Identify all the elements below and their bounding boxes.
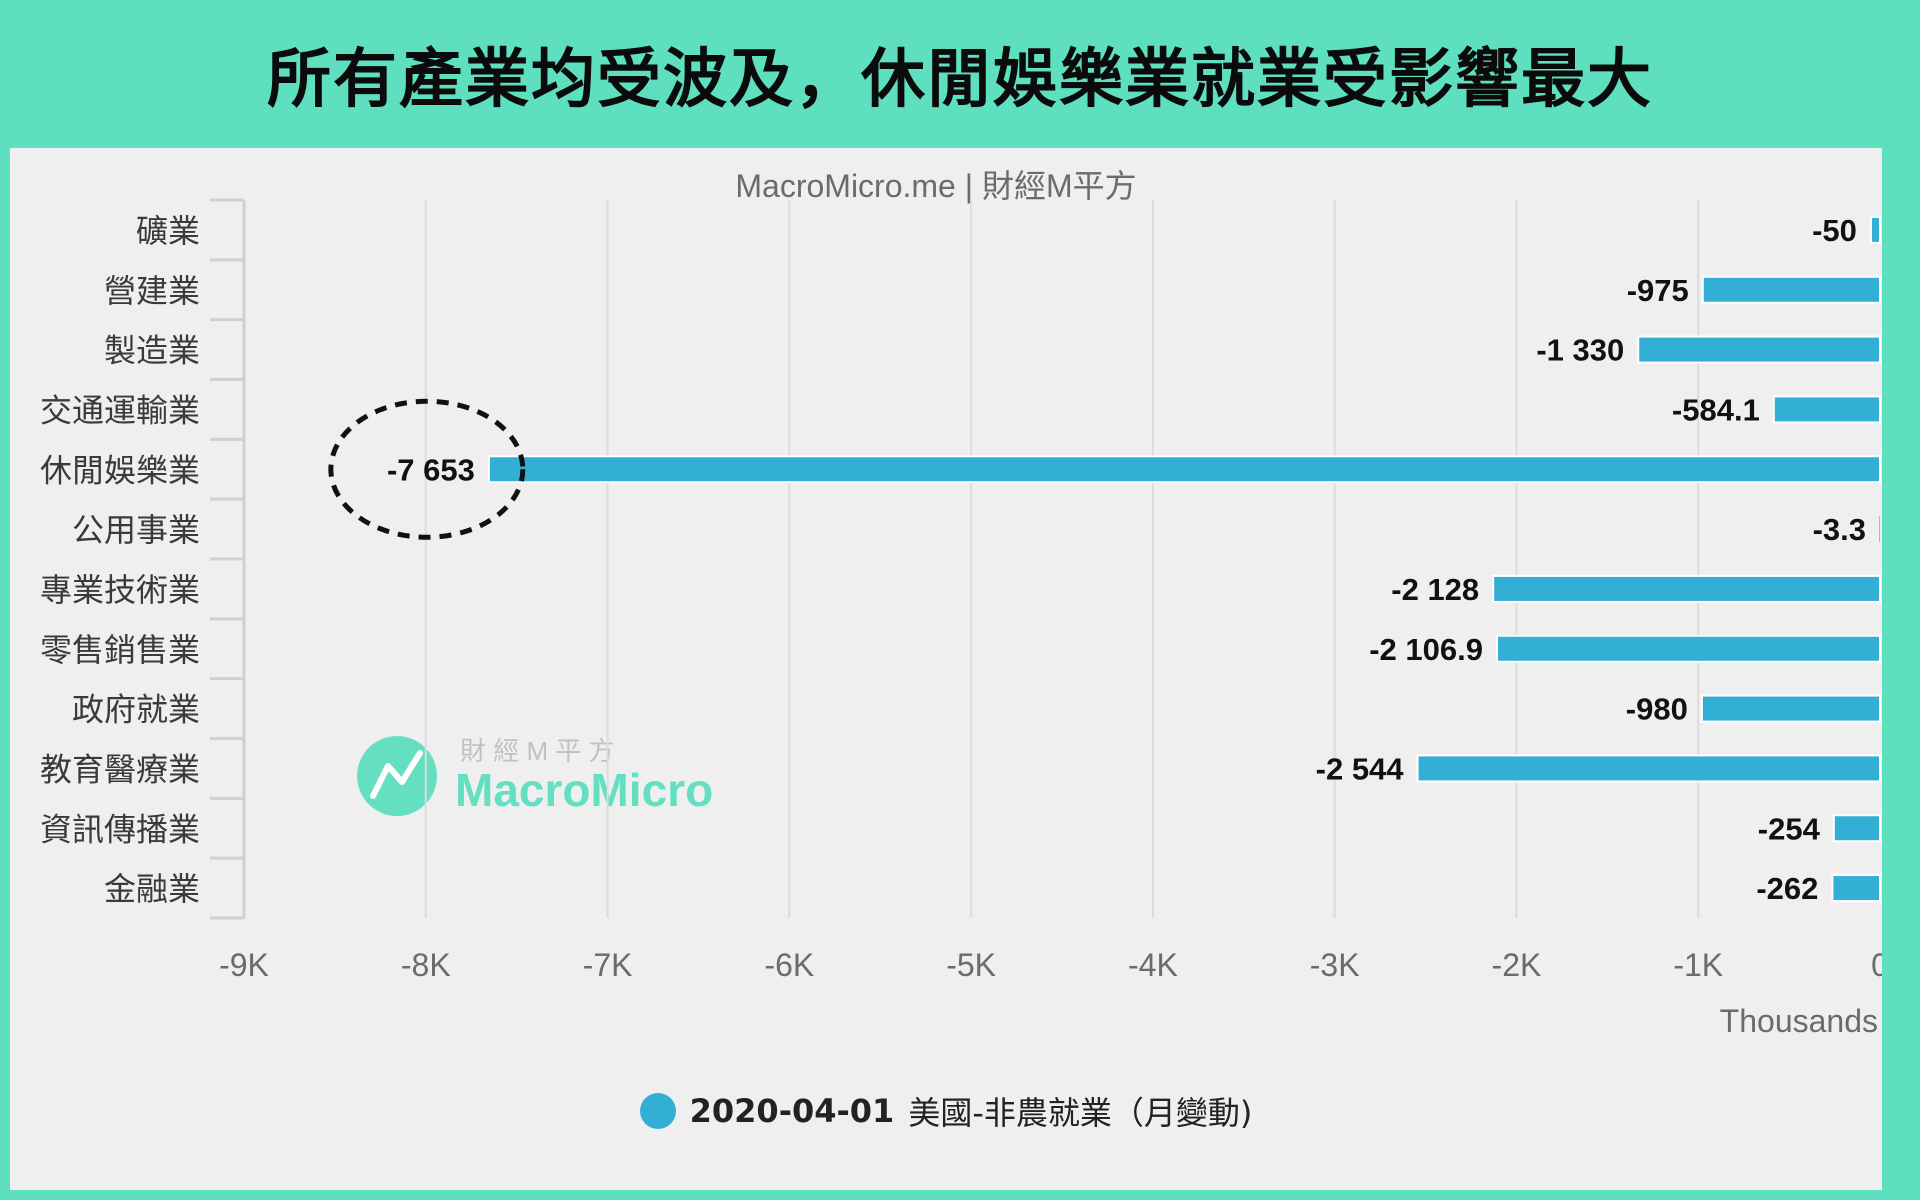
watermark-logo-line	[370, 750, 423, 799]
legend-date: 2020-04-01	[689, 1092, 895, 1130]
data-label: -50	[1812, 213, 1857, 248]
category-label: 營建業	[104, 273, 200, 309]
watermark-small-text: 財 經 M 平 方	[460, 736, 615, 766]
data-label: -2 106.9	[1369, 632, 1483, 667]
bar	[1831, 874, 1882, 903]
bar	[1832, 814, 1882, 843]
bar	[1869, 215, 1882, 244]
category-label: 教育醫療業	[40, 751, 200, 787]
x-tick-label: -5K	[946, 947, 996, 983]
bar	[1416, 754, 1882, 783]
category-label: 資訊傳播業	[40, 811, 200, 847]
x-tick-label: -3K	[1310, 947, 1360, 983]
bar-chart: MacroMicro.me | 財經M平方 財 經 M 平 方 MacroMic…	[40, 168, 1882, 1039]
category-label: 礦業	[136, 213, 200, 249]
highlight-circle	[328, 398, 526, 540]
category-label: 金融業	[104, 871, 200, 907]
header-banner: 所有產業均受波及，休閒娛樂業就業受影響最大	[0, 0, 1920, 148]
x-tick-label: -6K	[764, 947, 814, 983]
category-label: 交通運輸業	[40, 392, 200, 428]
data-label: -975	[1627, 273, 1689, 308]
x-tick-label: -1K	[1673, 947, 1723, 983]
x-tick-label: 0	[1871, 947, 1882, 983]
legend[interactable]: 2020-04-01 美國-非農就業（月變動)	[10, 1088, 1882, 1134]
x-tick-label: -8K	[401, 947, 451, 983]
data-label: -254	[1758, 811, 1821, 846]
data-label: -584.1	[1672, 392, 1760, 427]
data-label: -1 330	[1536, 333, 1624, 368]
bar	[1700, 694, 1882, 723]
x-tick-label: -7K	[583, 947, 633, 983]
category-label: 政府就業	[72, 692, 200, 728]
data-label: -2 544	[1316, 751, 1405, 786]
watermark-main-text: MacroMicro	[455, 764, 713, 816]
category-label: 製造業	[104, 333, 200, 369]
watermark: 財 經 M 平 方 MacroMicro	[357, 736, 713, 816]
data-label: -3.3	[1813, 512, 1866, 547]
bar	[1701, 275, 1882, 304]
bar	[1879, 516, 1880, 543]
page-title: 所有產業均受波及，休閒娛樂業就業受影響最大	[267, 43, 1653, 117]
x-tick-label: -4K	[1128, 947, 1178, 983]
x-tick-label: -2K	[1492, 947, 1542, 983]
data-label: -7 653	[387, 452, 475, 487]
category-label: 休閒娛樂業	[40, 452, 200, 488]
bar	[1772, 395, 1882, 424]
category-label: 專業技術業	[40, 572, 200, 608]
legend-label: 美國-非農就業（月變動)	[908, 1094, 1253, 1132]
bar	[487, 455, 1882, 484]
bar	[1492, 574, 1881, 603]
category-label: 零售銷售業	[40, 632, 200, 668]
data-label: -262	[1756, 871, 1818, 906]
x-unit-label: Thousands	[1720, 1003, 1878, 1039]
data-label: -980	[1626, 692, 1688, 727]
category-label: 公用事業	[72, 512, 200, 548]
bar	[1637, 335, 1882, 364]
legend-marker-icon	[639, 1093, 676, 1129]
bar	[1496, 634, 1882, 663]
x-tick-label: -9K	[219, 947, 269, 983]
data-label: -2 128	[1391, 572, 1479, 607]
chart-subtitle: MacroMicro.me | 財經M平方	[735, 168, 1136, 204]
chart-panel: MacroMicro.me | 財經M平方 財 經 M 平 方 MacroMic…	[10, 148, 1882, 1190]
